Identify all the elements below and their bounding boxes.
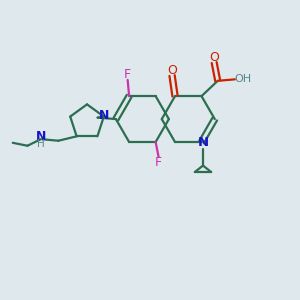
Text: F: F bbox=[155, 156, 162, 169]
Text: F: F bbox=[124, 68, 131, 81]
Text: O: O bbox=[209, 51, 219, 64]
Text: N: N bbox=[197, 136, 208, 148]
Text: N: N bbox=[35, 130, 46, 143]
Text: O: O bbox=[167, 64, 177, 77]
Text: H: H bbox=[37, 139, 45, 149]
Text: N: N bbox=[99, 109, 109, 122]
Text: OH: OH bbox=[235, 74, 252, 84]
